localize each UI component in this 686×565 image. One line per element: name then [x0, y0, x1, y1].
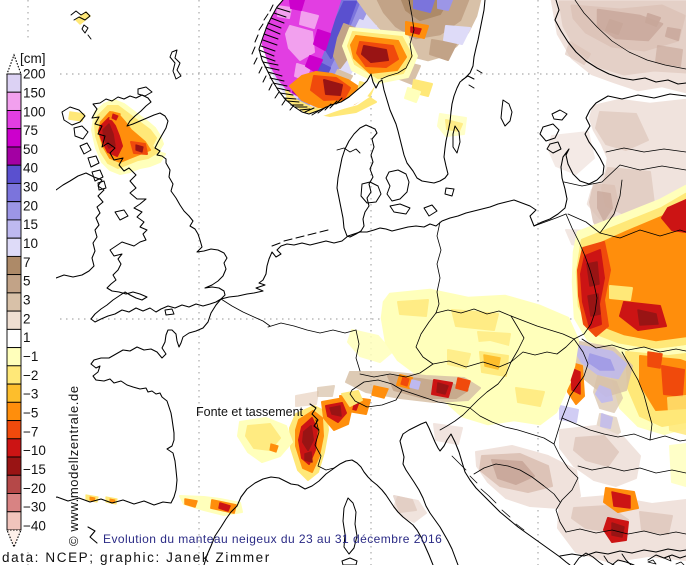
svg-text:−20: −20 [23, 481, 46, 496]
svg-text:30: 30 [23, 180, 38, 195]
svg-text:Evolution du manteau neigeux d: Evolution du manteau neigeux du 23 au 31… [103, 532, 442, 546]
svg-text:40: 40 [23, 161, 38, 176]
svg-text:−1: −1 [23, 349, 38, 364]
svg-text:−10: −10 [23, 443, 46, 458]
svg-text:150: 150 [23, 85, 46, 100]
svg-text:100: 100 [23, 104, 46, 119]
svg-text:−5: −5 [23, 406, 38, 421]
svg-text:3: 3 [23, 293, 31, 308]
svg-text:−2: −2 [23, 368, 38, 383]
svg-text:−15: −15 [23, 462, 46, 477]
svg-text:15: 15 [23, 217, 38, 232]
svg-text:−40: −40 [23, 519, 46, 534]
svg-text:1: 1 [23, 330, 31, 345]
svg-text:200: 200 [23, 67, 46, 82]
svg-text:7: 7 [23, 255, 31, 270]
svg-text:© www.modellzentrale.de: © www.modellzentrale.de [66, 385, 81, 546]
svg-text:2: 2 [23, 311, 31, 326]
svg-text:[cm]: [cm] [20, 51, 46, 66]
svg-text:−7: −7 [23, 424, 38, 439]
svg-text:−3: −3 [23, 387, 38, 402]
svg-text:75: 75 [23, 123, 38, 138]
svg-text:Fonte et tassement: Fonte et tassement [196, 405, 304, 419]
svg-text:10: 10 [23, 236, 38, 251]
svg-text:data: NCEP; graphic: Janek Zim: data: NCEP; graphic: Janek Zimmer [2, 550, 271, 565]
svg-text:5: 5 [23, 274, 31, 289]
svg-text:−30: −30 [23, 500, 46, 515]
svg-text:20: 20 [23, 198, 38, 213]
svg-text:50: 50 [23, 142, 38, 157]
